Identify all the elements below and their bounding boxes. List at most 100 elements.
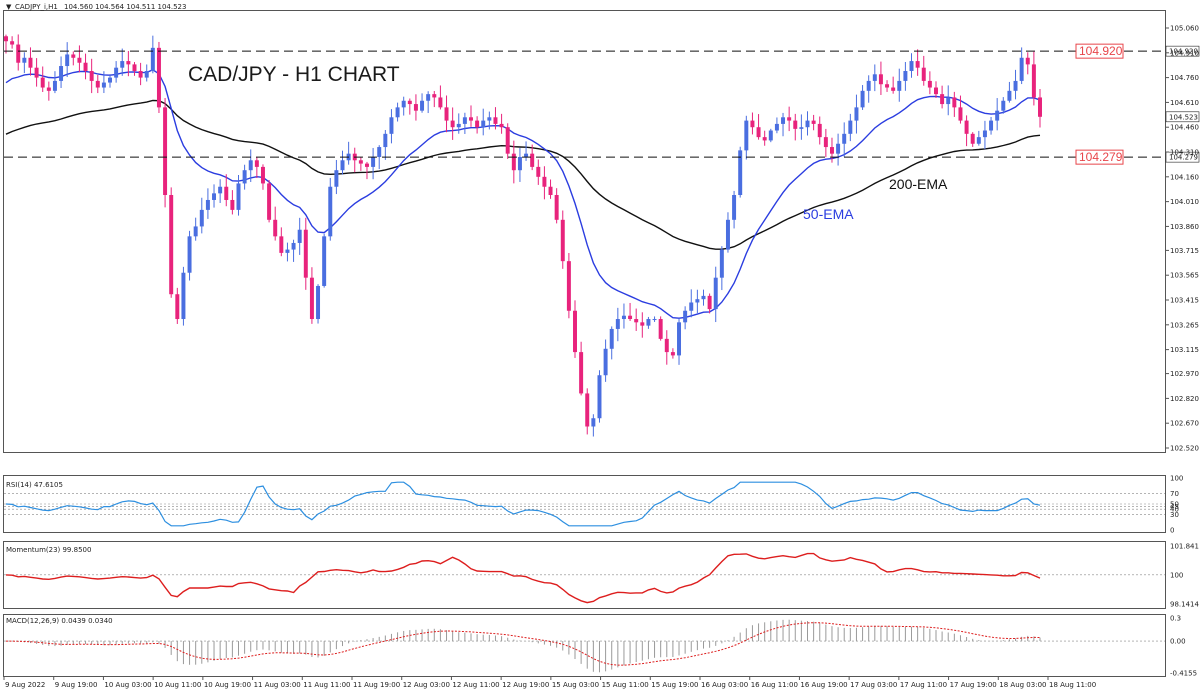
candle-body [573,310,577,353]
candle-body [829,147,834,154]
chart-title: CAD/JPY - H1 CHART [188,63,400,86]
level-box [1075,43,1124,59]
level-label: 104.279 [1079,150,1123,164]
candle-body [915,61,920,68]
time-tick-label: 17 Aug 19:00 [950,681,997,689]
candle-body [536,166,541,177]
candle-body [836,143,841,154]
candle-body [695,299,700,303]
time-tick-label: 10 Aug 11:00 [154,681,201,689]
collapse-arrow-icon[interactable]: ▼ [6,3,12,11]
candle-body [413,104,418,111]
candle-body [689,302,694,311]
candle-body [364,163,369,167]
candle-body [1013,80,1018,91]
macd-tick-label: 0.00 [1170,638,1186,646]
level-lines: 104.920 104.920 104.279 104.279 [4,43,1200,165]
level-box [1075,149,1124,165]
candle-body [260,166,265,184]
candle-body [144,70,149,78]
price-tick-label: 102.820 [1170,395,1199,403]
candle-body [524,153,529,157]
candle-body [621,315,626,320]
candle-body [254,160,259,167]
candle-body [4,36,8,42]
candle-body [799,127,804,129]
time-tick-label: 17 Aug 03:00 [850,681,897,689]
candle-body [658,319,663,339]
candle-body [725,219,730,250]
rsi-title: RSI(14) 47.6105 [6,481,63,489]
price-pane [3,10,1166,453]
candle-body [279,236,284,253]
candle-body [952,97,957,108]
candle-body [842,133,847,144]
macd-tick-label: -0.4155 [1170,670,1197,678]
time-tick-label: 16 Aug 11:00 [751,681,798,689]
candle-body [1001,100,1006,111]
time-tick-label: 9 Aug 19:00 [55,681,98,689]
time-tick-label: 15 Aug 19:00 [651,681,698,689]
candle-body [768,130,773,141]
candle-body [933,87,938,95]
candle-body [750,120,755,128]
candle-body [958,107,963,121]
candle-body [652,319,657,321]
ema200-annotation: 200-EMA [889,176,948,192]
time-tick-label: 10 Aug 19:00 [204,681,251,689]
candle-body [579,352,584,394]
candle-body [756,127,761,138]
candle-body [493,117,498,124]
candle-body [891,87,896,91]
candle-body [291,242,296,250]
time-tick-label: 15 Aug 03:00 [552,681,599,689]
candle-body [811,120,816,124]
candle-body [114,67,119,78]
macd-tick-label: 0.3 [1170,615,1181,623]
candle-body [65,54,70,67]
candle-body [940,94,945,105]
momentum-tick-label: 100 [1170,571,1183,579]
time-tick-label: 18 Aug 03:00 [999,681,1046,689]
candle-body [377,147,382,157]
candle-body [450,120,455,128]
time-tick-label: 18 Aug 11:00 [1049,681,1096,689]
macd-title: MACD(12,26,9) 0.0439 0.0340 [6,617,113,625]
candle-body [903,70,908,81]
candle-body [316,285,321,320]
price-tick-label: 102.670 [1170,420,1199,428]
candle-body [10,41,15,45]
level-axis-box [1165,151,1200,163]
candle-body [328,186,333,237]
candle-body [77,57,82,63]
candle-body [108,77,113,83]
candle-body [52,80,57,91]
candle-body [475,120,480,128]
momentum-indicator: 101.841 100 98.1414 [4,543,1199,609]
candle-body [395,107,400,118]
momentum-tick-label: 101.841 [1170,543,1199,551]
time-tick-label: 17 Aug 11:00 [900,681,947,689]
candle-body [462,117,467,124]
price-tick-label: 103.715 [1170,247,1199,255]
candle-body [175,294,180,320]
candle-body [707,295,712,310]
candle-body [401,100,406,108]
momentum-tick-label: 98.1414 [1170,601,1199,609]
candle-body [181,272,186,320]
rsi-tick-label: 100 [1170,475,1183,483]
candle-body [322,236,327,286]
candle-body [511,153,516,171]
candle-body [193,226,198,237]
candle-body [407,100,412,105]
ema50-line [5,69,1041,319]
candle-body [909,61,914,71]
candle-body [199,209,204,227]
candle-body [340,160,345,171]
rsi-tick-label: 0 [1170,527,1174,535]
candle-body [597,375,602,419]
price-tick-label: 103.115 [1170,346,1199,354]
candle-body [566,261,571,311]
candle-body [897,80,902,91]
rsi-line [5,481,1041,527]
